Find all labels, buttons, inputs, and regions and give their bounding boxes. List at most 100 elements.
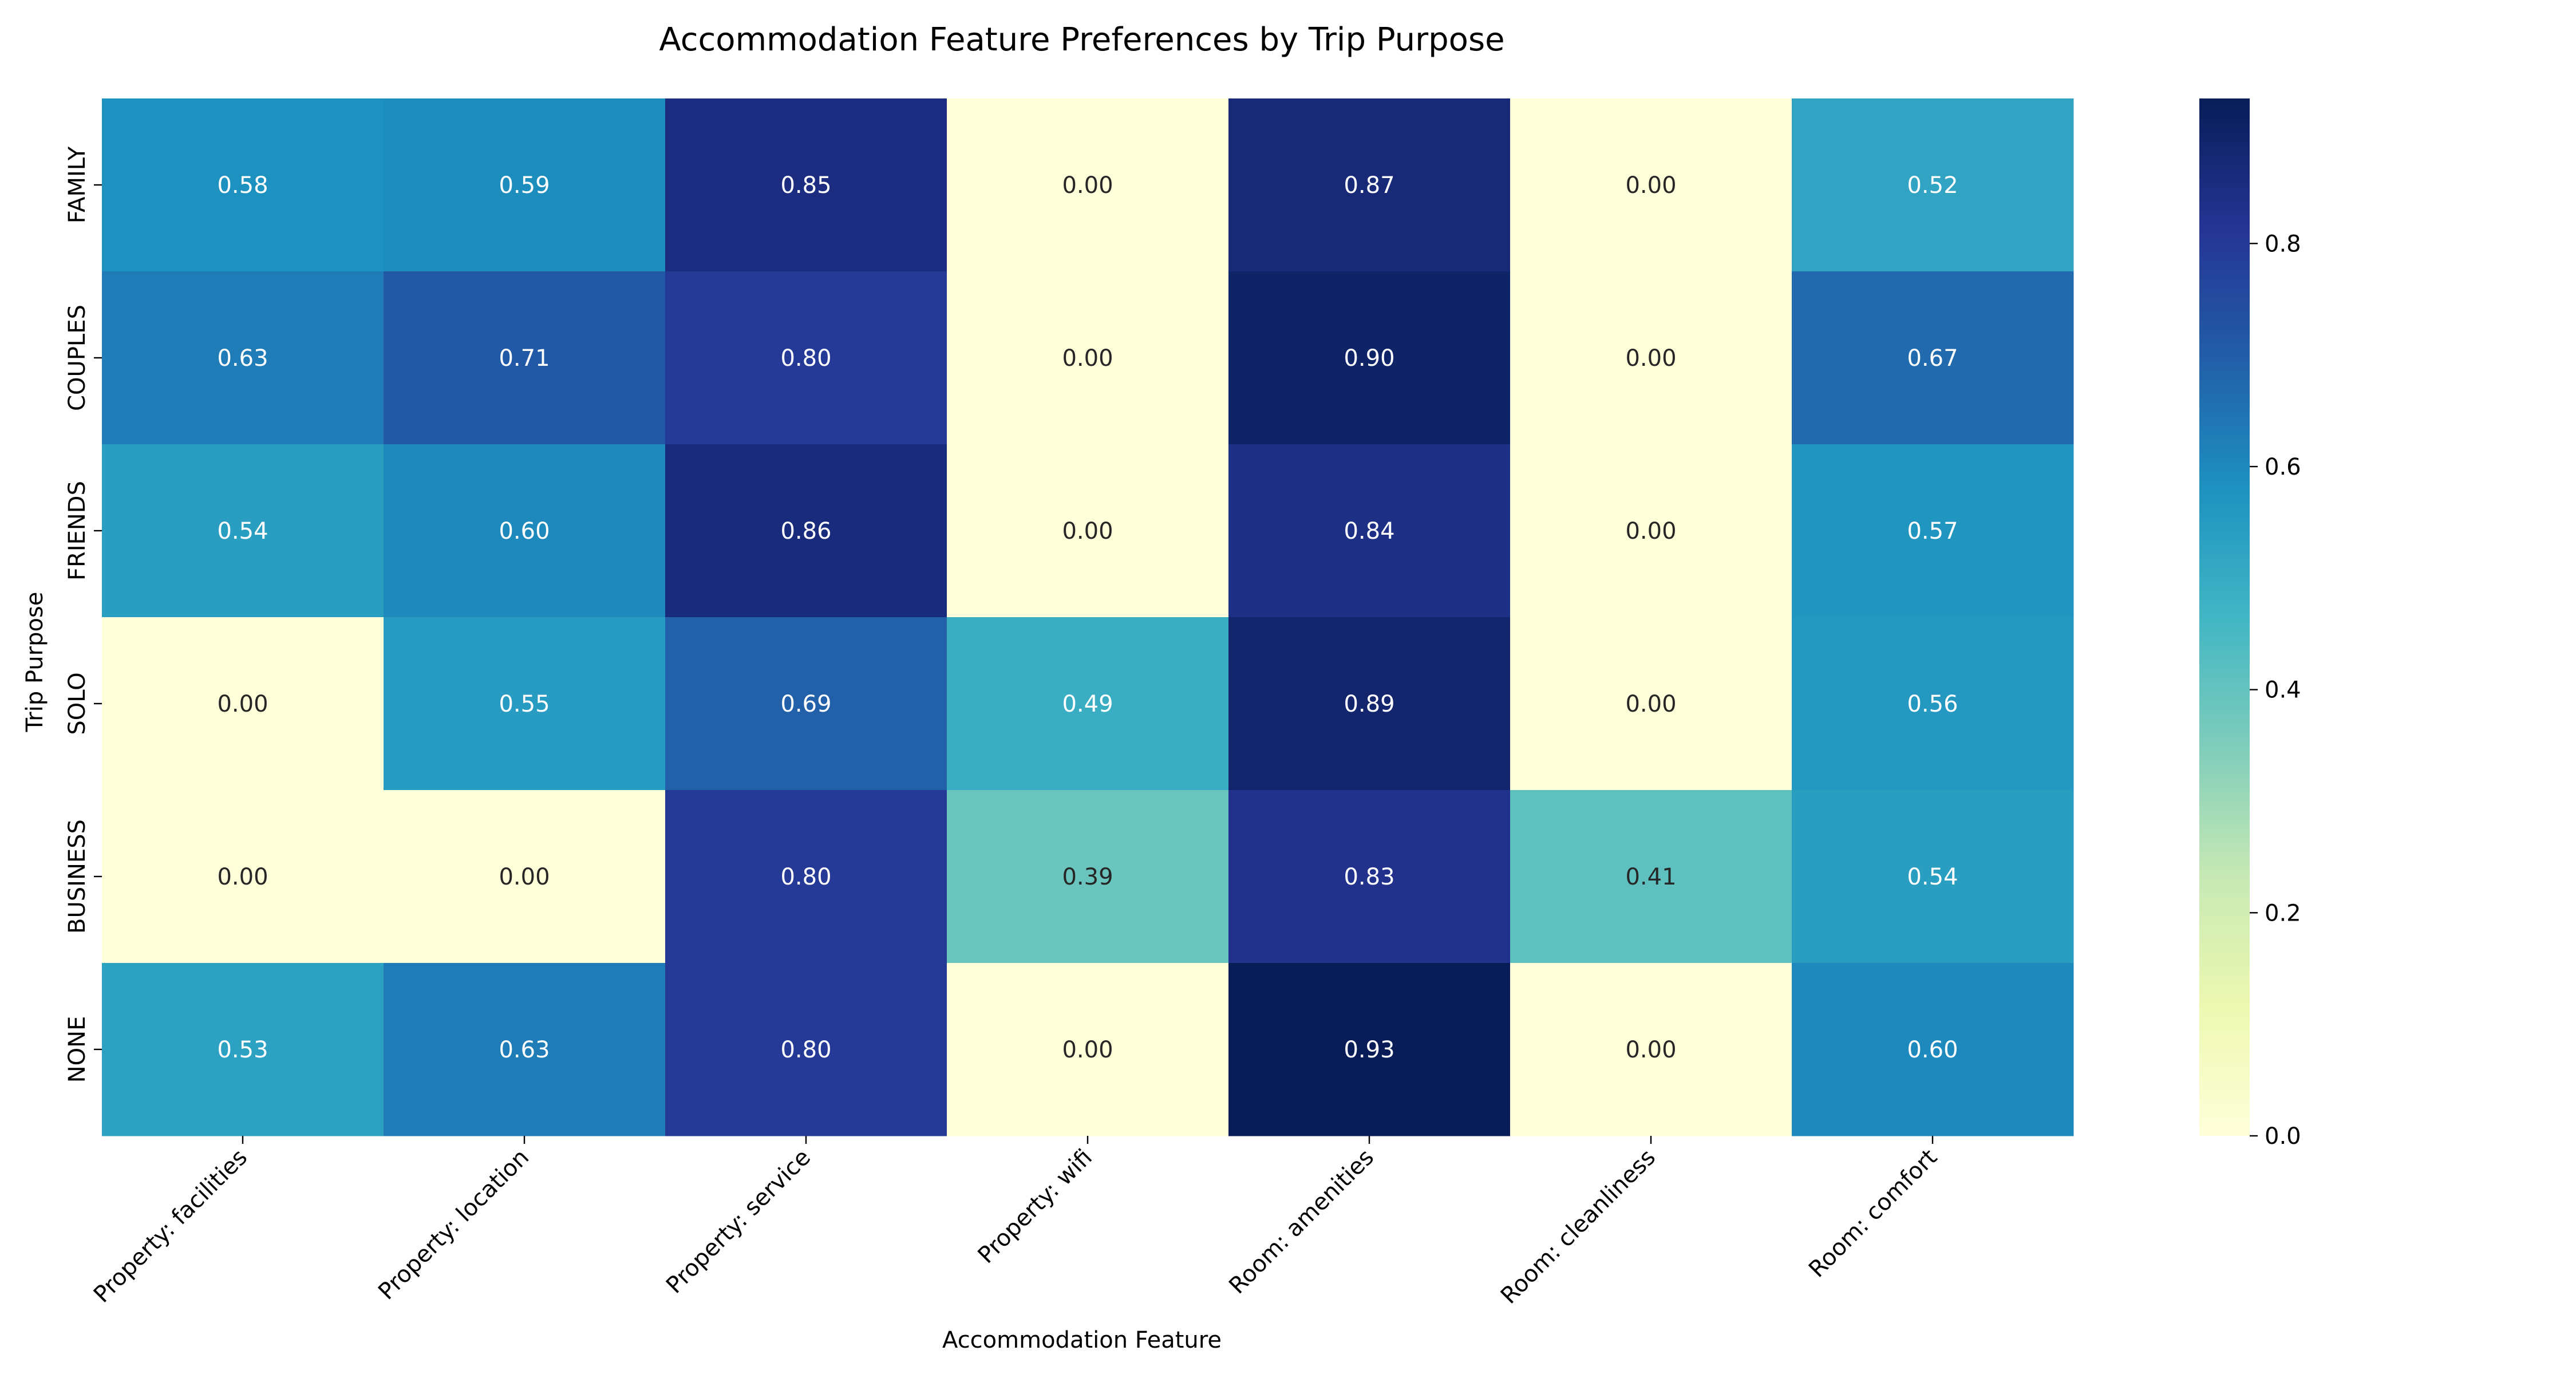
cell-value-label: 0.49 — [1062, 691, 1113, 717]
cell-value-label: 0.00 — [1625, 172, 1676, 199]
heatmap-cell — [1510, 617, 1792, 791]
heatmap-cell — [665, 963, 947, 1136]
heatmap-cell — [1510, 444, 1792, 618]
y-tick-label: BUSINESS — [64, 819, 90, 934]
heatmap-cell — [102, 98, 384, 272]
heatmap-cell — [1228, 617, 1511, 791]
cell-value-label: 0.52 — [1907, 172, 1958, 199]
cell-value-label: 0.57 — [1907, 518, 1958, 544]
cell-value-label: 0.85 — [780, 172, 831, 199]
cell-value-label: 0.60 — [499, 518, 550, 544]
heatmap-cell — [947, 617, 1229, 791]
heatmap-cell — [1792, 271, 2074, 445]
y-tick-label: FRIENDS — [64, 481, 90, 581]
cell-value-label: 0.58 — [217, 172, 268, 199]
y-tick-label: NONE — [64, 1016, 90, 1083]
colorbar-gradient — [2199, 98, 2250, 1136]
cell-value-label: 0.89 — [1344, 691, 1394, 717]
heatmap-cell — [384, 790, 666, 964]
chart-title: Accommodation Feature Preferences by Tri… — [659, 21, 1504, 58]
heatmap-cell — [102, 963, 384, 1136]
cell-value-label: 0.54 — [1907, 864, 1958, 890]
cell-value-label: 0.90 — [1344, 345, 1394, 372]
cell-value-label: 0.67 — [1907, 345, 1958, 372]
cell-value-label: 0.00 — [1625, 345, 1676, 372]
x-tick-label: Property: facilities — [89, 1144, 252, 1308]
colorbar-tick-label: 0.0 — [2265, 1123, 2301, 1150]
cell-value-label: 0.59 — [499, 172, 550, 199]
heatmap-cell — [102, 617, 384, 791]
heatmap-cell — [947, 963, 1229, 1136]
colorbar-tick-label: 0.4 — [2265, 677, 2301, 704]
cell-value-label: 0.55 — [499, 691, 550, 717]
heatmap-cell — [1228, 963, 1511, 1136]
heatmap-cell — [102, 271, 384, 445]
cell-value-label: 0.00 — [1062, 345, 1113, 372]
heatmap-cell — [665, 617, 947, 791]
cell-value-label: 0.39 — [1062, 864, 1113, 890]
y-axis-label: Trip Purpose — [22, 592, 48, 733]
cell-value-label: 0.80 — [780, 345, 831, 372]
x-axis-label: Accommodation Feature — [942, 1327, 1222, 1353]
colorbar: 0.0 0.2 0.4 0.6 0.8 — [2199, 98, 2301, 1150]
colorbar-tick-label: 0.2 — [2265, 900, 2301, 926]
x-tick-label: Room: amenities — [1224, 1144, 1379, 1300]
x-axis-ticks: Property: facilities Property: location Pr… — [89, 1136, 1942, 1309]
cell-value-label: 0.87 — [1344, 172, 1394, 199]
cell-value-label: 0.84 — [1344, 518, 1394, 544]
x-tick-label: Room: cleanliness — [1496, 1144, 1661, 1309]
heatmap-cell — [947, 444, 1229, 618]
heatmap-cell — [1510, 963, 1792, 1136]
heatmap-cell — [1792, 963, 2074, 1136]
heatmap-cell — [1792, 444, 2074, 618]
cell-value-label: 0.00 — [1062, 518, 1113, 544]
cell-value-label: 0.60 — [1907, 1037, 1958, 1063]
y-tick-label: SOLO — [64, 672, 90, 735]
heatmap-cell — [1228, 790, 1511, 964]
heatmap-cell — [1228, 271, 1511, 445]
cell-value-label: 0.00 — [1625, 691, 1676, 717]
heatmap-cell — [384, 98, 666, 272]
cell-value-label: 0.54 — [217, 518, 268, 544]
cell-value-label: 0.00 — [1062, 1037, 1113, 1063]
cell-value-label: 0.69 — [780, 691, 831, 717]
y-tick-label: FAMILY — [64, 146, 90, 223]
heatmap-cell — [1510, 790, 1792, 964]
heatmap-cell — [947, 98, 1229, 272]
cell-value-label: 0.00 — [499, 864, 550, 890]
cell-value-label: 0.41 — [1625, 864, 1676, 890]
cell-value-label: 0.83 — [1344, 864, 1394, 890]
heatmap-cells: 0.58 0.59 0.85 0.00 0.87 0.00 0.52 0.63 0.71 0.80… — [102, 98, 2074, 1136]
cell-value-label: 0.93 — [1344, 1037, 1394, 1063]
heatmap-cell — [1228, 98, 1511, 272]
heatmap-cell — [1792, 617, 2074, 791]
x-tick-label: Property: location — [373, 1144, 534, 1305]
cell-value-label: 0.71 — [499, 345, 550, 372]
heatmap-cell — [665, 271, 947, 445]
heatmap-cell — [1792, 790, 2074, 964]
cell-value-label: 0.00 — [1625, 1037, 1676, 1063]
heatmap-cell — [665, 444, 947, 618]
heatmap-cell — [384, 963, 666, 1136]
heatmap-cell — [1510, 271, 1792, 445]
cell-value-label: 0.53 — [217, 1037, 268, 1063]
cell-value-label: 0.00 — [1625, 518, 1676, 544]
y-tick-label: COUPLES — [64, 305, 90, 411]
heatmap-cell — [1510, 98, 1792, 272]
x-tick-label: Property: wifi — [973, 1144, 1097, 1269]
colorbar-tick-label: 0.8 — [2265, 231, 2301, 257]
cell-value-label: 0.63 — [217, 345, 268, 372]
cell-value-label: 0.80 — [780, 864, 831, 890]
heatmap-cell — [384, 271, 666, 445]
x-tick-label: Property: service — [661, 1144, 816, 1299]
cell-value-label: 0.00 — [217, 864, 268, 890]
y-axis-ticks: FAMILY COUPLES FRIENDS SOLO BUSINESS NONE — [64, 146, 102, 1083]
heatmap-cell — [384, 444, 666, 618]
heatmap-cell — [102, 444, 384, 618]
heatmap-cell — [665, 98, 947, 272]
cell-value-label: 0.00 — [217, 691, 268, 717]
heatmap-cell — [1792, 98, 2074, 272]
heatmap-cell — [384, 617, 666, 791]
cell-value-label: 0.86 — [780, 518, 831, 544]
